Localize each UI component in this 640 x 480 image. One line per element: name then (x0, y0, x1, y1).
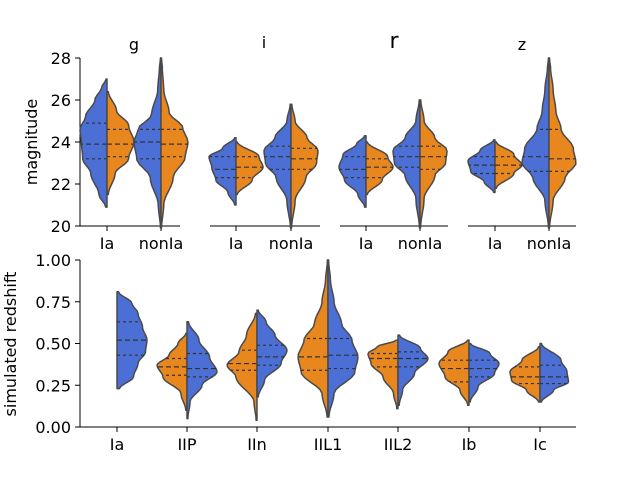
x-tick-label-IIL2: IIL2 (384, 435, 413, 454)
x-tick-label-Ia: Ia (488, 234, 503, 253)
violin-Ic-right (539, 342, 570, 403)
y-tick-label: 0.00 (35, 418, 71, 437)
x-tick-label-Ia: Ia (100, 234, 115, 253)
panel-title-z: z (518, 35, 526, 54)
x-tick-label-IIP: IIP (177, 435, 196, 454)
panel-3: Ia nonIa (467, 57, 577, 253)
y-tick-label: 26 (51, 91, 71, 110)
y-tick-label: 1.00 (35, 251, 71, 270)
violin-nonIa-right (419, 99, 448, 229)
y-tick-label: 24 (51, 133, 71, 152)
x-tick-label-nonIa: nonIa (269, 234, 314, 253)
x-tick-label-Ib: Ib (462, 435, 477, 454)
x-tick-label-nonIa: nonIa (139, 234, 184, 253)
violin-Ia-left (208, 137, 237, 206)
violin-IIn-right (256, 309, 288, 398)
panel-0: 20 22 24 26 28 Ia nonIa (51, 49, 189, 253)
violin-Ia-left (467, 139, 496, 194)
violin-IIL2-left (367, 339, 399, 410)
violin-nonIa-left (263, 103, 292, 229)
violin-Ic-left (509, 346, 541, 403)
violin-nonIa-right (290, 103, 319, 229)
violin-IIP-left (156, 332, 188, 412)
y-tick-label: 22 (51, 175, 71, 194)
panel-title-g: g (129, 35, 139, 54)
violin-Ia-right (365, 141, 394, 196)
y-tick-label: 0.25 (35, 376, 71, 395)
violin-IIP-right (186, 321, 218, 420)
magnitude-axis-label: magnitude (22, 99, 41, 186)
y-tick-label: 0.75 (35, 293, 71, 312)
x-tick-label-Ia: Ia (359, 234, 374, 253)
violin-Ia-right (235, 141, 264, 196)
violin-Ib-left (438, 339, 470, 407)
x-tick-label-IIL1: IIL1 (314, 435, 343, 454)
violin-nonIa-right (548, 57, 577, 229)
violin-IIn-left (226, 312, 258, 422)
panel-title-r: r (389, 29, 399, 54)
violin-IIL2-right (397, 334, 429, 407)
violin-nonIa-right (160, 57, 189, 229)
panel-4: 0.00 0.25 0.50 0.75 1.00 Ia IIP IIn IIL1 IIL2 Ib Ic (35, 251, 576, 454)
panel-1: Ia nonIa (208, 103, 320, 253)
violin-nonIa-left (392, 99, 421, 229)
x-tick-label-IIn: IIn (247, 435, 267, 454)
panel-title-i: i (262, 33, 266, 52)
x-tick-label-Ia: Ia (110, 435, 125, 454)
y-tick-label: 28 (51, 49, 71, 68)
x-tick-label-Ic: Ic (533, 435, 547, 454)
violin-Ia-right (106, 90, 135, 196)
panel-2: Ia nonIa (338, 99, 448, 253)
violin-Ia-right (116, 290, 148, 390)
x-tick-label-nonIa: nonIa (527, 234, 572, 253)
violin-Ib-right (468, 342, 500, 403)
y-tick-label: 0.50 (35, 335, 71, 354)
violin-nonIa-left (521, 57, 550, 229)
y-tick-label: 20 (51, 217, 71, 236)
violin-Ia-left (79, 78, 108, 208)
x-tick-label-Ia: Ia (229, 234, 244, 253)
violin-Ia-left (338, 134, 367, 208)
redshift-axis-label: simulated redshift (1, 272, 20, 417)
x-tick-label-nonIa: nonIa (398, 234, 443, 253)
violin-nonIa-left (133, 57, 162, 229)
